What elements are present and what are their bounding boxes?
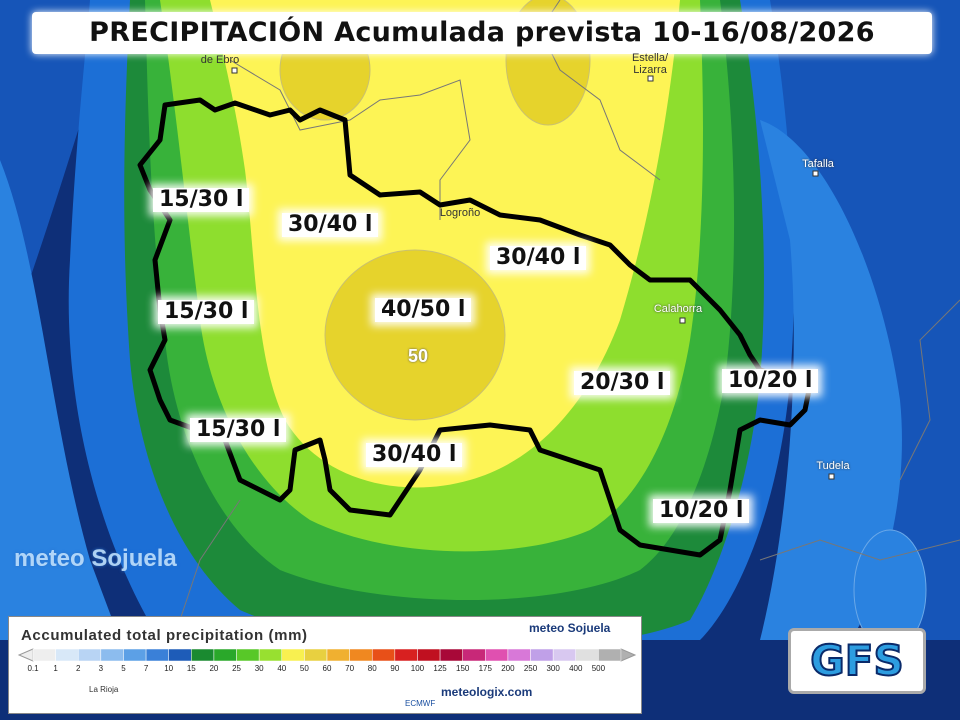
legend-tick-label: 200	[501, 664, 515, 673]
place-label: de Ebro	[200, 54, 240, 66]
legend-swatch	[213, 648, 237, 662]
contour-label: 50	[408, 346, 429, 366]
legend-tick-label: 2	[75, 664, 81, 673]
legend-swatch	[258, 648, 283, 662]
legend-tick-label: 40	[277, 664, 287, 673]
legend-swatch	[17, 648, 34, 662]
legend-swatch	[507, 648, 531, 662]
legend-swatch	[598, 648, 622, 662]
city-markers	[231, 67, 835, 480]
legend-region: La Rioja	[89, 685, 119, 694]
legend-swatch	[371, 648, 396, 662]
legend-swatch	[530, 648, 554, 662]
zone-label: 30/40 l	[282, 213, 379, 237]
legend-swatch	[145, 648, 169, 662]
legend-tick-label: 90	[390, 664, 400, 673]
legend-tick-label: 100	[410, 664, 425, 673]
legend-swatch	[100, 648, 124, 662]
place-label: Tudela	[816, 460, 850, 472]
zone-label: 30/40 l	[490, 246, 587, 270]
zone-label: 15/30 l	[190, 418, 287, 442]
map-title: PRECIPITACIÓN Acumulada prevista 10-16/0…	[32, 12, 932, 54]
legend-provider: meteologix.com	[441, 685, 533, 699]
place-label: Calahorra	[653, 303, 703, 315]
legend-swatch	[304, 648, 328, 662]
legend-tick-label: 150	[456, 664, 470, 673]
legend-tick-label: 25	[232, 664, 241, 673]
legend: Accumulated total precipitation (mm) met…	[8, 616, 642, 714]
zone-label: 10/20 l	[653, 499, 750, 523]
zone-label: 15/30 l	[158, 300, 255, 324]
legend-tick-label: 7	[143, 664, 149, 673]
legend-swatch	[417, 648, 441, 662]
lightblue-zone	[0, 160, 120, 640]
place-label: Tafalla	[802, 158, 834, 170]
lightblue-zone	[760, 120, 902, 640]
legend-swatch	[236, 648, 260, 662]
legend-swatch	[123, 648, 147, 662]
legend-tick-label: 70	[345, 664, 355, 673]
legend-swatch	[191, 648, 215, 662]
legend-brand: meteo Sojuela	[529, 621, 611, 635]
yellow-zone	[210, 0, 680, 488]
legend-swatch	[620, 648, 637, 662]
legend-tick-label: 10	[164, 664, 174, 673]
legend-swatch	[552, 648, 577, 662]
place-label: Estella/ Lizarra	[631, 52, 669, 76]
legend-tick-label: 0.1	[27, 664, 39, 673]
legend-tick-label: 80	[367, 664, 377, 673]
legend-swatch	[77, 648, 102, 662]
legend-tick-label: 15	[186, 664, 196, 673]
legend-tick-label: 30	[254, 664, 264, 673]
legend-tick-label: 20	[209, 664, 219, 673]
legend-source: ECMWF	[405, 699, 436, 708]
legend-tick-label: 175	[478, 664, 492, 673]
legend-title: Accumulated total precipitation (mm)	[21, 627, 308, 644]
legend-swatch	[281, 648, 305, 662]
legend-tick-label: 1	[53, 664, 58, 673]
zone-label: 40/50 l	[375, 298, 472, 322]
legend-swatch	[575, 648, 599, 662]
zone-label: 15/30 l	[153, 188, 250, 212]
legend-swatch	[55, 648, 79, 662]
legend-tick-label: 5	[121, 664, 126, 673]
legend-tick-label: 500	[591, 664, 606, 673]
legend-tick-label: 60	[322, 664, 332, 673]
legend-tick-label: 400	[569, 664, 583, 673]
legend-swatch	[168, 648, 192, 662]
legend-bar	[17, 648, 637, 662]
legend-tick-label: 50	[299, 664, 309, 673]
legend-tick-label: 3	[98, 664, 104, 673]
legend-swatch	[485, 648, 509, 662]
zone-label: 20/30 l	[574, 371, 671, 395]
legend-swatch	[462, 648, 486, 662]
watermark: meteo Sojuela	[14, 545, 177, 572]
place-label: Logroño	[439, 207, 481, 219]
blue-zone	[0, 0, 960, 640]
legend-tick-label: 300	[546, 664, 560, 673]
legend-swatch	[32, 648, 56, 662]
zone-label: 30/40 l	[366, 443, 463, 467]
legend-swatch	[349, 648, 373, 662]
model-badge: GFS	[788, 628, 926, 694]
legend-swatch	[439, 648, 463, 662]
legend-swatch	[326, 648, 350, 662]
center-zone	[324, 249, 506, 421]
zone-label: 10/20 l	[722, 369, 819, 393]
legend-tick-label: 250	[523, 664, 538, 673]
legend-tick-label: 125	[433, 664, 447, 673]
legend-swatch	[394, 648, 418, 662]
